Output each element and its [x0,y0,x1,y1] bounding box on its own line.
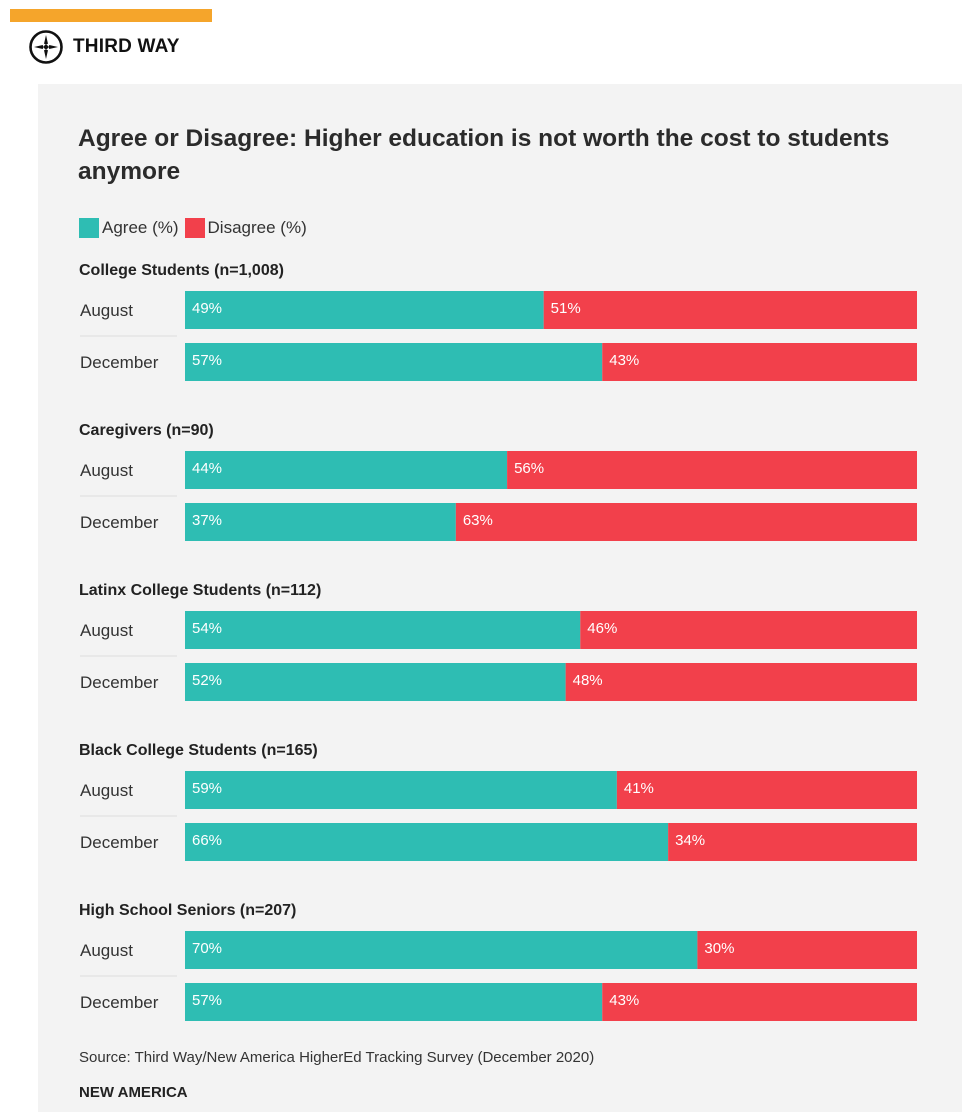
data-label-disagree: 43% [609,352,639,369]
legend-swatch-agree [79,218,99,238]
row-label: December [80,833,159,852]
bar-agree [185,451,508,489]
data-label-disagree: 51% [551,300,581,317]
row-label: August [80,461,133,480]
legend-item-disagree: Disagree (%) [184,218,307,238]
data-label-agree: 52% [192,672,222,689]
chart-legend: Agree (%) Disagree (%) [79,216,313,240]
row-label: December [80,513,159,532]
bar-disagree [697,931,917,969]
row-label: August [80,781,133,800]
data-label-agree: 49% [192,300,222,317]
legend-item-agree: Agree (%) [79,218,179,238]
bar-disagree [455,503,917,541]
brand-name: THIRD WAY [73,36,180,57]
row-label: August [80,941,133,960]
group-label: College Students (n=1,008) [79,262,284,279]
bar-disagree [602,983,917,1021]
bar-agree [185,503,456,541]
bar-disagree [602,343,917,381]
bar-agree [185,983,603,1021]
bar-agree [185,823,669,861]
bar-disagree [580,611,917,649]
bar-agree [185,291,544,329]
data-label-disagree: 46% [587,620,617,637]
data-label-agree: 57% [192,352,222,369]
bar-disagree [543,291,917,329]
bar-agree [185,931,698,969]
group-label: High School Seniors (n=207) [79,902,296,919]
bar-disagree [668,823,917,861]
row-label: August [80,301,133,320]
brand-accent-bar [10,9,212,22]
data-label-disagree: 56% [514,460,544,477]
legend-label-agree: Agree (%) [102,218,179,237]
group-label: Black College Students (n=165) [79,742,318,759]
bar-agree [185,771,617,809]
bar-disagree [616,771,917,809]
data-label-agree: 70% [192,940,222,957]
brand-header: THIRD WAY [28,28,180,66]
compass-icon [29,30,63,64]
bar-agree [185,343,603,381]
data-label-disagree: 48% [573,672,603,689]
publisher-name: NEW AMERICA [79,1084,188,1101]
data-label-agree: 59% [192,780,222,797]
data-label-disagree: 63% [463,512,493,529]
legend-label-disagree: Disagree (%) [207,218,307,237]
source-note: Source: Third Way/New America HigherEd T… [79,1049,595,1066]
group-label: Latinx College Students (n=112) [79,582,321,599]
data-label-disagree: 34% [675,832,705,849]
legend-swatch-disagree [184,218,205,238]
bar-disagree [507,451,917,489]
bar-disagree [565,663,917,701]
data-label-disagree: 41% [624,780,654,797]
data-label-disagree: 43% [609,992,639,1009]
row-label: August [80,621,133,640]
data-label-agree: 54% [192,620,222,637]
data-label-agree: 44% [192,460,222,477]
group-label: Caregivers (n=90) [79,422,214,439]
row-label: December [80,353,159,372]
bar-agree [185,611,581,649]
data-label-agree: 57% [192,992,222,1009]
row-label: December [80,673,159,692]
chart-title: Agree or Disagree: Higher education is n… [78,125,890,185]
data-label-agree: 66% [192,832,222,849]
bar-agree [185,663,566,701]
data-label-disagree: 30% [704,940,734,957]
row-label: December [80,993,159,1012]
data-label-agree: 37% [192,512,222,529]
